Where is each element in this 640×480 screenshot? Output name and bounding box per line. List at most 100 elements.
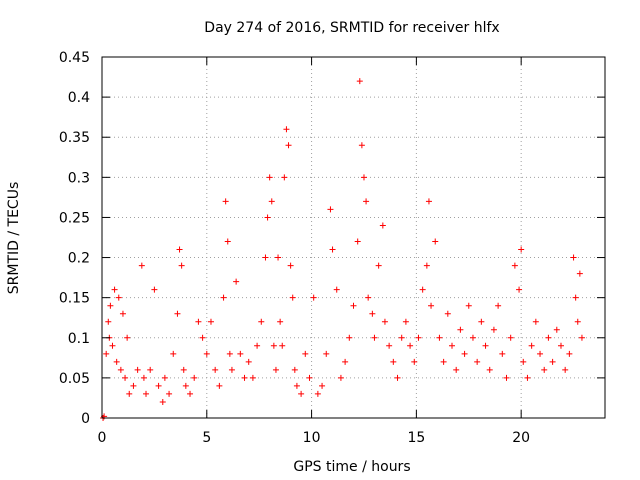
data-point: [182, 382, 189, 389]
data-point: [178, 262, 185, 269]
data-point: [293, 382, 300, 389]
chart-title: Day 274 of 2016, SRMTID for receiver hlf…: [204, 20, 499, 36]
data-point: [222, 198, 229, 205]
data-point: [449, 342, 456, 349]
data-point: [557, 342, 564, 349]
y-tick-label: 0.4: [68, 90, 90, 106]
data-point: [562, 366, 569, 373]
data-point: [199, 334, 206, 341]
data-point: [453, 366, 460, 373]
data-point: [281, 174, 288, 181]
data-point: [302, 350, 309, 357]
data-point: [122, 374, 129, 381]
data-point: [423, 262, 430, 269]
data-point: [272, 366, 279, 373]
data-point: [323, 350, 330, 357]
data-point: [151, 286, 158, 293]
data-point: [566, 350, 573, 357]
data-point: [578, 334, 585, 341]
data-point: [262, 254, 269, 261]
data-point: [105, 318, 112, 325]
data-point: [275, 254, 282, 261]
data-point: [495, 302, 502, 309]
y-tick-label: 0.35: [59, 130, 90, 146]
data-point: [415, 334, 422, 341]
data-point: [511, 262, 518, 269]
data-point: [109, 342, 116, 349]
data-point: [402, 318, 409, 325]
data-point: [549, 358, 556, 365]
data-point: [570, 254, 577, 261]
data-point: [419, 286, 426, 293]
data-point: [270, 342, 277, 349]
data-point: [411, 358, 418, 365]
x-tick-label: 20: [512, 430, 530, 446]
data-point: [518, 246, 525, 253]
data-point: [516, 286, 523, 293]
data-point: [503, 374, 510, 381]
y-tick-label: 0.45: [59, 50, 90, 66]
x-tick-label: 5: [202, 430, 211, 446]
y-tick-label: 0.3: [68, 170, 90, 186]
data-point: [207, 318, 214, 325]
data-point: [436, 334, 443, 341]
data-point: [537, 350, 544, 357]
y-tick-label: 0.05: [59, 371, 90, 387]
data-point: [478, 318, 485, 325]
data-point: [124, 334, 131, 341]
data-point: [369, 310, 376, 317]
data-point: [381, 318, 388, 325]
data-point: [532, 318, 539, 325]
data-point: [379, 222, 386, 229]
data-point: [386, 342, 393, 349]
x-tick-label: 0: [98, 430, 107, 446]
data-point: [107, 302, 114, 309]
data-point: [291, 366, 298, 373]
plot-frame: [101, 56, 606, 419]
data-point: [350, 302, 357, 309]
data-point: [337, 374, 344, 381]
data-point: [541, 366, 548, 373]
series-srmtid: [100, 78, 585, 421]
data-point: [249, 374, 256, 381]
data-point: [103, 350, 110, 357]
data-point: [528, 342, 535, 349]
x-tick-label: 10: [303, 430, 321, 446]
data-point: [319, 382, 326, 389]
data-point: [390, 358, 397, 365]
data-point: [371, 334, 378, 341]
data-point: [266, 174, 273, 181]
data-point: [520, 358, 527, 365]
data-point: [425, 198, 432, 205]
data-point: [342, 358, 349, 365]
data-point: [203, 350, 210, 357]
data-point: [143, 390, 150, 397]
data-point: [155, 382, 162, 389]
data-point: [289, 294, 296, 301]
y-tick-label: 0.25: [59, 210, 90, 226]
data-point: [113, 358, 120, 365]
data-point: [138, 262, 145, 269]
data-point: [314, 390, 321, 397]
data-point: [119, 310, 126, 317]
data-point: [358, 142, 365, 149]
data-point: [545, 334, 552, 341]
data-point: [329, 246, 336, 253]
data-point: [428, 302, 435, 309]
data-point: [161, 374, 168, 381]
data-point: [490, 326, 497, 333]
data-point: [356, 78, 363, 85]
data-point: [474, 358, 481, 365]
data-point: [226, 350, 233, 357]
data-point: [233, 278, 240, 285]
data-point: [220, 294, 227, 301]
data-point: [180, 366, 187, 373]
data-point: [287, 262, 294, 269]
data-point: [170, 350, 177, 357]
data-point: [147, 366, 154, 373]
data-point: [398, 334, 405, 341]
y-axis-label: SRMTID / TECUs: [6, 182, 22, 295]
y-tick-label: 0: [81, 411, 90, 427]
data-point: [130, 382, 137, 389]
